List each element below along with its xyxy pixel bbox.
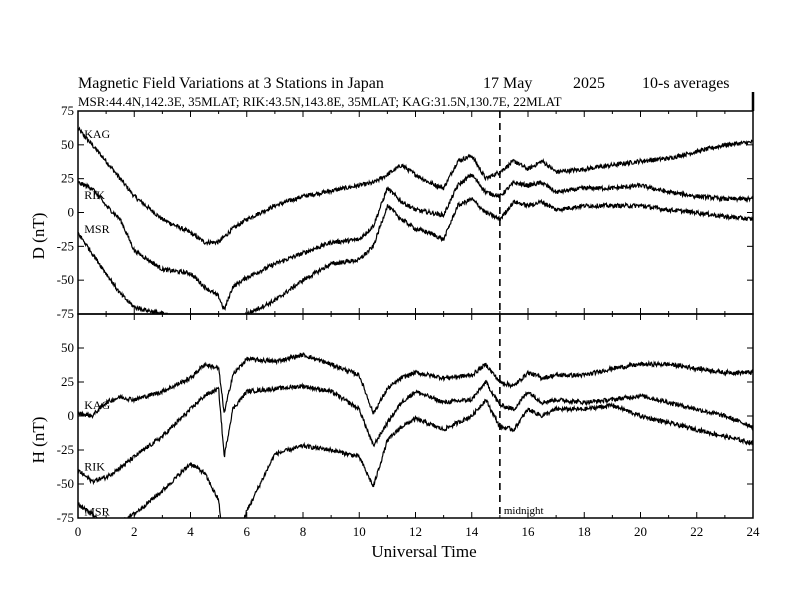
x-tick-label: 12	[409, 524, 422, 539]
x-tick-label: 20	[634, 524, 647, 539]
y-tick-label: 0	[68, 408, 75, 423]
series-group	[78, 126, 753, 518]
chart-averaging: 10-s averages	[642, 75, 730, 92]
station-label-rik: RIK	[84, 459, 105, 473]
y-tick-label: -75	[57, 510, 74, 525]
y-tick-label: 0	[68, 205, 75, 220]
midnight-label: midnight	[504, 505, 544, 517]
x-tick-label: 10	[353, 524, 366, 539]
y-tick-label: 50	[61, 340, 74, 355]
series-d-msr	[78, 196, 753, 314]
station-label-kag: KAG	[84, 398, 110, 412]
series-h-rik	[78, 379, 753, 486]
x-tick-label: 18	[578, 524, 591, 539]
x-tick-label: 4	[187, 524, 194, 539]
x-tick-label: 14	[465, 524, 479, 539]
x-tick-label: 24	[747, 524, 761, 539]
d-axis-label: D (nT)	[29, 213, 48, 260]
chart-date: 17 May	[483, 75, 532, 92]
series-h-kag	[78, 352, 753, 420]
series-d-rik	[78, 173, 753, 311]
y-tick-label: -25	[57, 442, 74, 457]
station-label-rik: RIK	[84, 188, 105, 202]
x-axis-label: Universal Time	[371, 542, 476, 561]
h-axis-label: H (nT)	[29, 417, 48, 464]
y-tick-label: -50	[57, 272, 74, 287]
stations-line: MSR:44.4N,142.3E, 35MLAT; RIK:43.5N,143.…	[78, 94, 562, 109]
x-tick-label: 22	[690, 524, 703, 539]
x-tick-label: 0	[75, 524, 82, 539]
y-tick-label: 75	[61, 103, 74, 118]
annotation-group: midnight	[499, 111, 544, 518]
y-tick-label: -75	[57, 306, 74, 321]
panel-d-frame	[77, 110, 754, 315]
x-tick-label: 16	[522, 524, 536, 539]
y-tick-label: 50	[61, 137, 74, 152]
series-d-kag	[78, 126, 753, 247]
y-tick-label: -50	[57, 476, 74, 491]
y-tick-label: 25	[61, 374, 74, 389]
station-label-msr: MSR	[84, 222, 109, 236]
y-tick-label: 25	[61, 171, 74, 186]
chart-year: 2025	[573, 75, 605, 92]
station-labels-group: KAG RIK MSR KAG RIK MSR	[84, 127, 110, 518]
series-h-msr	[78, 398, 753, 518]
station-label-msr: MSR	[84, 504, 109, 518]
x-tick-label: 6	[244, 524, 251, 539]
y-tick-label: -25	[57, 238, 74, 253]
chart-title: Magnetic Field Variations at 3 Stations …	[78, 75, 384, 92]
x-tick-label: 8	[300, 524, 307, 539]
station-label-kag: KAG	[84, 127, 110, 141]
x-tick-label: 2	[131, 524, 138, 539]
